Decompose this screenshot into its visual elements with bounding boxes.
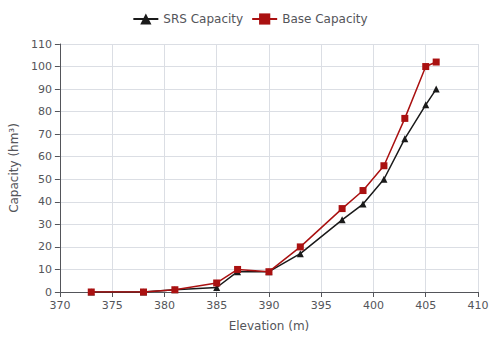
svg-text:395: 395 bbox=[311, 299, 332, 312]
svg-text:100: 100 bbox=[31, 60, 52, 73]
svg-text:Base Capacity: Base Capacity bbox=[282, 12, 367, 26]
svg-text:Elevation (m): Elevation (m) bbox=[229, 319, 310, 333]
svg-text:70: 70 bbox=[38, 128, 52, 141]
svg-text:410: 410 bbox=[468, 299, 489, 312]
svg-text:380: 380 bbox=[154, 299, 175, 312]
svg-text:50: 50 bbox=[38, 173, 52, 186]
svg-text:SRS Capacity: SRS Capacity bbox=[163, 12, 243, 26]
svg-text:Capacity (hm³): Capacity (hm³) bbox=[7, 123, 21, 213]
svg-text:405: 405 bbox=[415, 299, 436, 312]
svg-text:400: 400 bbox=[363, 299, 384, 312]
svg-text:0: 0 bbox=[45, 286, 52, 299]
svg-text:60: 60 bbox=[38, 150, 52, 163]
svg-text:40: 40 bbox=[38, 195, 52, 208]
svg-text:375: 375 bbox=[102, 299, 123, 312]
svg-text:80: 80 bbox=[38, 105, 52, 118]
svg-text:10: 10 bbox=[38, 263, 52, 276]
svg-text:30: 30 bbox=[38, 218, 52, 231]
svg-text:20: 20 bbox=[38, 240, 52, 253]
svg-text:110: 110 bbox=[31, 38, 52, 51]
svg-text:385: 385 bbox=[206, 299, 227, 312]
svg-text:370: 370 bbox=[49, 299, 70, 312]
svg-text:390: 390 bbox=[258, 299, 279, 312]
svg-text:90: 90 bbox=[38, 83, 52, 96]
